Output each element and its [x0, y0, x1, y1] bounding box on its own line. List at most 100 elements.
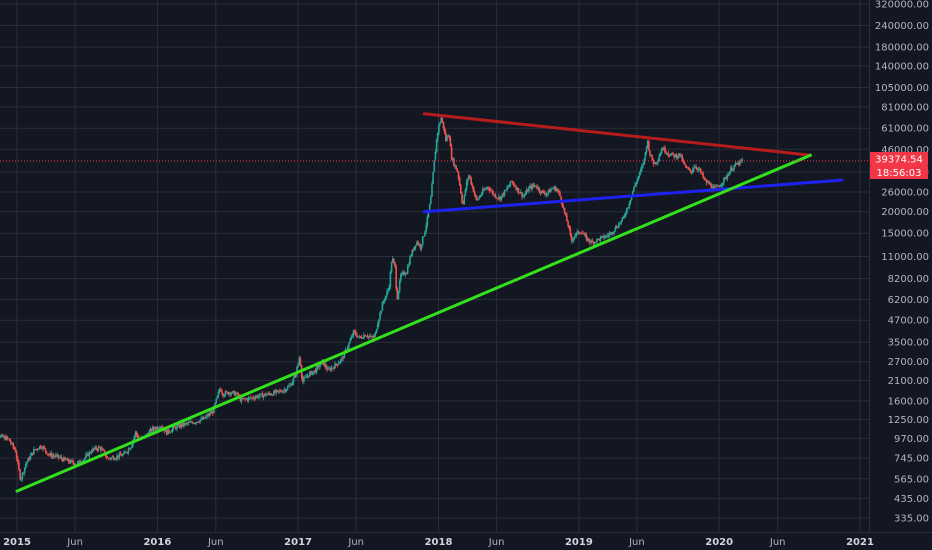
- candle-body: [103, 450, 106, 452]
- candle-body: [165, 429, 168, 435]
- candle-body: [86, 453, 88, 456]
- candle-body: [590, 240, 592, 243]
- candle-body: [304, 377, 306, 379]
- candle-body: [416, 241, 418, 246]
- candle-body: [115, 458, 117, 460]
- candle-body: [19, 469, 21, 480]
- candle-body: [18, 462, 20, 470]
- candle-body: [21, 472, 24, 479]
- candle-body: [458, 178, 461, 185]
- candle-body: [570, 235, 573, 241]
- candle-body: [298, 358, 301, 364]
- candle-body: [379, 312, 381, 320]
- y-tick-label: 970.00: [894, 434, 929, 445]
- candle-body: [247, 397, 250, 401]
- candle-body: [637, 176, 640, 180]
- candle-body: [435, 139, 438, 153]
- candle-body: [725, 177, 727, 179]
- candle-body: [700, 168, 702, 173]
- candle-body: [388, 286, 391, 291]
- candle-body: [120, 455, 123, 457]
- candle-body: [218, 389, 221, 392]
- candle-body: [177, 424, 179, 426]
- candle-body: [638, 172, 641, 177]
- candle-body: [559, 192, 561, 197]
- candle-body: [679, 153, 681, 157]
- candle-body: [443, 128, 446, 133]
- candle-body: [535, 185, 537, 187]
- candle-body: [349, 340, 351, 344]
- candle-body: [387, 290, 389, 292]
- candle-body: [168, 429, 170, 433]
- candle-body: [232, 391, 235, 392]
- candle-body: [284, 389, 287, 392]
- candle-body: [252, 397, 254, 399]
- trendline-long-term-support[interactable]: [15, 153, 812, 493]
- candle-body: [297, 363, 299, 367]
- candle-body: [655, 162, 657, 164]
- candle-body: [595, 242, 597, 243]
- candle-body: [206, 414, 208, 417]
- candle-body: [42, 446, 44, 449]
- candle-body: [543, 191, 545, 194]
- candle-body: [124, 452, 126, 453]
- trendlines: [15, 112, 844, 493]
- trendline-mid-support[interactable]: [422, 178, 844, 214]
- candle-body: [421, 236, 424, 245]
- candle-body: [41, 447, 43, 449]
- candle-body: [682, 161, 685, 162]
- candle-body: [611, 232, 613, 234]
- y-tick-label: 435.00: [894, 494, 929, 505]
- candle-body: [66, 458, 69, 461]
- candle-body: [118, 453, 121, 458]
- candle-body: [389, 271, 392, 287]
- candle-body: [195, 421, 198, 423]
- candle-body: [586, 238, 589, 241]
- candle-body: [584, 234, 587, 236]
- candle-body: [622, 216, 625, 218]
- candle-body: [423, 236, 425, 237]
- candle-body: [72, 460, 74, 464]
- candle-body: [463, 195, 466, 204]
- candle-body: [373, 335, 376, 338]
- candle-body: [93, 448, 95, 450]
- candle-body: [530, 185, 532, 189]
- candle-body: [59, 457, 62, 458]
- candle-body: [52, 455, 55, 457]
- candle-body: [277, 390, 280, 392]
- candle-body: [14, 449, 17, 453]
- candle-body: [556, 189, 559, 191]
- y-tick-label: 105000.00: [875, 83, 929, 94]
- candle-body: [480, 193, 483, 196]
- candle-body: [438, 124, 440, 133]
- candle-body: [60, 457, 63, 459]
- y-tick-label: 26000.00: [881, 188, 929, 199]
- candle-body: [184, 423, 186, 426]
- candle-body: [36, 448, 39, 450]
- candle-body: [308, 372, 311, 377]
- candle-body: [409, 256, 411, 265]
- candle-body: [465, 182, 468, 190]
- candle-body: [346, 347, 349, 351]
- candle-body: [58, 457, 61, 459]
- candle-body: [664, 147, 666, 153]
- candle-body: [173, 426, 176, 428]
- candle-body: [22, 472, 25, 474]
- y-tick-label: 1600.00: [888, 396, 929, 407]
- trendline-resistance[interactable]: [422, 112, 812, 157]
- candle-body: [49, 453, 51, 455]
- y-tick-label: 6200.00: [888, 295, 929, 306]
- candle-body: [652, 160, 655, 164]
- candle-body: [585, 235, 588, 241]
- candle-body: [360, 337, 363, 339]
- candle-body: [726, 175, 729, 179]
- candle-body: [267, 393, 269, 395]
- time-axis[interactable]: 2015 Jun 2016 Jun 2017 Jun 2018 Jun 2019 Jun 2020 J…: [3, 537, 874, 548]
- candle-body: [280, 390, 282, 392]
- candle-body: [510, 181, 513, 182]
- candle-body: [394, 262, 396, 267]
- candle-body: [33, 449, 35, 455]
- candle-body: [562, 206, 565, 208]
- candle-body: [56, 454, 58, 456]
